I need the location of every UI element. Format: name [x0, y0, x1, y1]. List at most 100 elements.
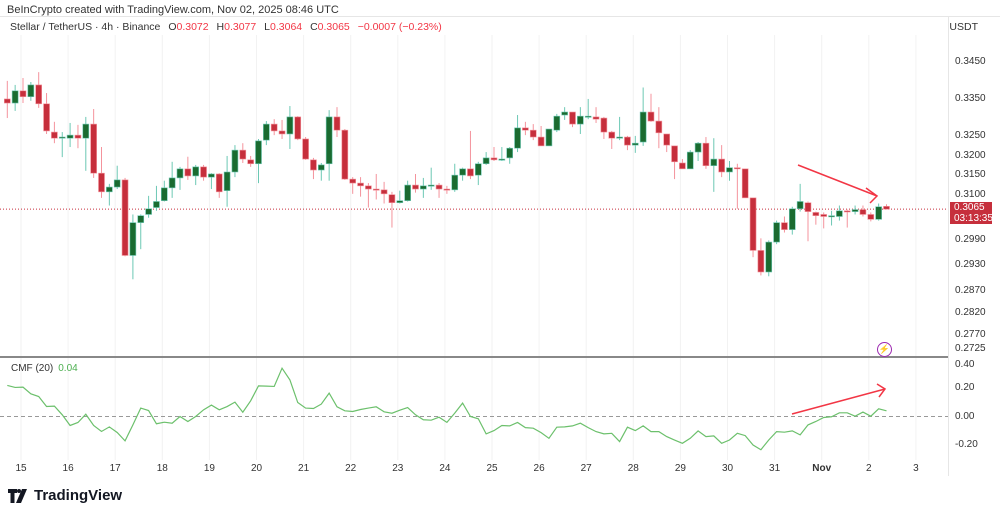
- candle[interactable]: [788, 206, 796, 235]
- currency-label[interactable]: USDT: [949, 21, 978, 33]
- candle[interactable]: [161, 180, 168, 202]
- candle[interactable]: [451, 163, 459, 192]
- candle[interactable]: [734, 163, 741, 209]
- candle[interactable]: [82, 116, 90, 171]
- tradingview-logo[interactable]: TradingView: [8, 487, 122, 504]
- candle[interactable]: [561, 107, 568, 120]
- candle[interactable]: [137, 214, 145, 250]
- candle[interactable]: [443, 185, 451, 194]
- candle[interactable]: [584, 98, 592, 120]
- lightning-alert-icon[interactable]: ⚡: [877, 342, 892, 357]
- candle[interactable]: [325, 110, 333, 181]
- candle[interactable]: [647, 93, 655, 122]
- candle[interactable]: [113, 165, 121, 190]
- candle[interactable]: [200, 164, 207, 181]
- candle[interactable]: [867, 212, 875, 222]
- cmf-trend-arrow[interactable]: [791, 383, 887, 415]
- candle[interactable]: [35, 72, 43, 108]
- candle[interactable]: [435, 183, 443, 198]
- candle[interactable]: [694, 142, 702, 162]
- candle[interactable]: [804, 201, 812, 242]
- candle[interactable]: [726, 161, 733, 181]
- candle[interactable]: [553, 113, 561, 133]
- candle[interactable]: [43, 93, 50, 134]
- candle[interactable]: [396, 190, 404, 204]
- candle[interactable]: [372, 173, 380, 200]
- symbol-name[interactable]: Stellar / TetherUS · 4h · Binance: [10, 21, 161, 33]
- candle[interactable]: [474, 161, 482, 186]
- candle[interactable]: [310, 157, 317, 180]
- candle[interactable]: [545, 128, 553, 147]
- candle[interactable]: [467, 130, 474, 180]
- candle[interactable]: [208, 173, 215, 190]
- candle[interactable]: [529, 124, 537, 141]
- candle[interactable]: [537, 125, 545, 147]
- candle[interactable]: [608, 130, 616, 149]
- candle[interactable]: [365, 183, 372, 208]
- candle[interactable]: [58, 132, 66, 158]
- candle[interactable]: [812, 211, 820, 225]
- candle[interactable]: [482, 152, 490, 165]
- candle[interactable]: [600, 116, 608, 139]
- candle[interactable]: [121, 177, 129, 257]
- candle[interactable]: [514, 115, 521, 153]
- candle[interactable]: [459, 167, 466, 181]
- candle[interactable]: [153, 185, 160, 211]
- candle[interactable]: [828, 210, 835, 226]
- candle[interactable]: [176, 166, 184, 190]
- candle[interactable]: [4, 80, 11, 119]
- candle[interactable]: [51, 121, 58, 144]
- candle[interactable]: [883, 204, 890, 210]
- candle[interactable]: [671, 145, 678, 180]
- candle[interactable]: [184, 156, 192, 180]
- candle[interactable]: [19, 77, 27, 104]
- candle[interactable]: [773, 220, 780, 245]
- candle[interactable]: [317, 162, 325, 181]
- candle[interactable]: [796, 183, 804, 212]
- candle[interactable]: [145, 195, 152, 218]
- candle[interactable]: [388, 191, 396, 228]
- candle[interactable]: [129, 214, 137, 280]
- candle[interactable]: [90, 109, 97, 178]
- candle[interactable]: [239, 143, 247, 163]
- candle[interactable]: [223, 155, 231, 207]
- candle[interactable]: [875, 203, 882, 221]
- candle[interactable]: [412, 173, 419, 193]
- candle[interactable]: [357, 177, 364, 197]
- candle[interactable]: [74, 124, 82, 149]
- candle[interactable]: [302, 137, 309, 160]
- candle[interactable]: [255, 138, 262, 184]
- candle[interactable]: [710, 138, 718, 192]
- candle[interactable]: [702, 137, 710, 169]
- candle[interactable]: [679, 159, 686, 170]
- candle[interactable]: [263, 121, 270, 146]
- candle[interactable]: [286, 106, 294, 149]
- candle[interactable]: [522, 121, 529, 136]
- candle[interactable]: [294, 116, 302, 141]
- candle[interactable]: [278, 119, 286, 139]
- candle[interactable]: [843, 209, 851, 228]
- candle[interactable]: [859, 205, 867, 217]
- candle[interactable]: [655, 107, 663, 149]
- price-trend-arrow[interactable]: [797, 164, 879, 204]
- candle[interactable]: [192, 164, 199, 186]
- candle[interactable]: [781, 216, 788, 233]
- candle[interactable]: [349, 177, 357, 194]
- candle[interactable]: [247, 155, 254, 167]
- candle[interactable]: [741, 168, 749, 199]
- candle[interactable]: [11, 84, 19, 111]
- candle[interactable]: [498, 147, 506, 162]
- candle[interactable]: [404, 180, 411, 202]
- candle[interactable]: [98, 147, 105, 198]
- candle[interactable]: [616, 116, 623, 141]
- candle[interactable]: [749, 197, 757, 258]
- candle[interactable]: [624, 135, 631, 151]
- candle[interactable]: [66, 122, 74, 148]
- candle[interactable]: [577, 107, 584, 134]
- candle[interactable]: [106, 183, 113, 206]
- candle[interactable]: [420, 177, 427, 198]
- candle[interactable]: [592, 107, 600, 123]
- candle[interactable]: [765, 240, 773, 277]
- candle[interactable]: [270, 119, 278, 136]
- candle[interactable]: [341, 129, 349, 180]
